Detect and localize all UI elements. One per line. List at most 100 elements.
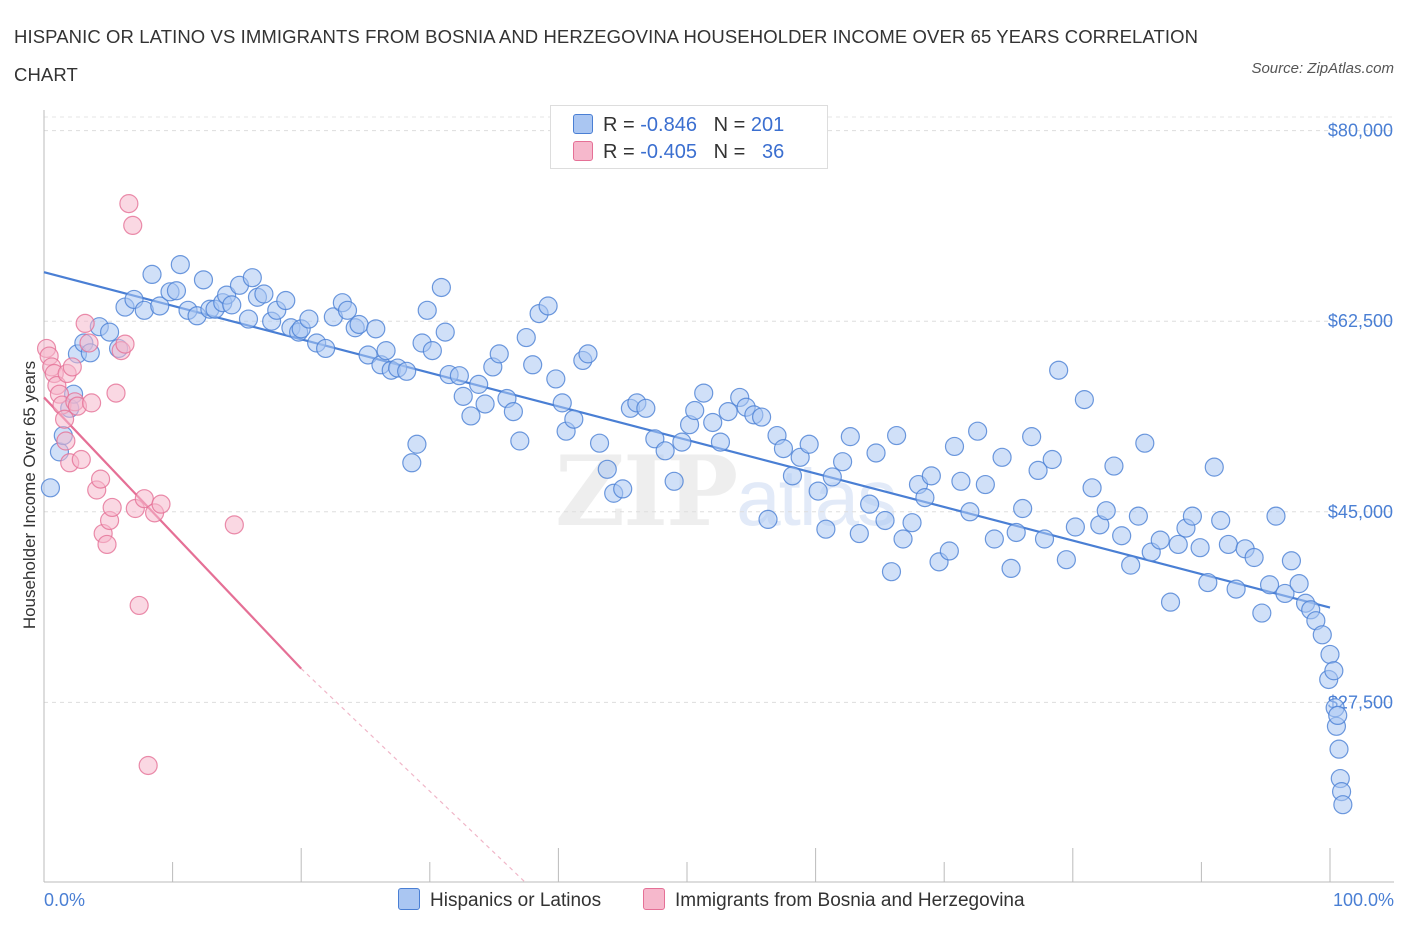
data-point (1333, 795, 1353, 815)
bosnia-swatch (573, 141, 593, 161)
stats-legend-row-bosnia: R = -0.405 N = 36 (573, 141, 784, 165)
r-label: R = (603, 114, 635, 136)
data-point (1204, 457, 1224, 477)
data-point (703, 412, 723, 433)
legend-hispanic-label: Hispanics or Latinos (430, 890, 602, 911)
data-points (36, 194, 1353, 815)
data-point (1013, 498, 1033, 519)
series-bosnia-points (36, 194, 244, 776)
data-point (138, 755, 158, 776)
data-point (119, 194, 139, 214)
data-point (875, 510, 895, 531)
data-point (1218, 534, 1239, 555)
data-point (1160, 592, 1181, 612)
y-tick-label: $45,000 (1328, 502, 1393, 522)
data-point (151, 494, 171, 514)
y-tick-label: $62,500 (1328, 311, 1393, 331)
data-point (316, 338, 336, 359)
data-point (397, 361, 417, 381)
data-point (449, 366, 469, 386)
data-point (968, 421, 988, 441)
data-point (694, 383, 714, 403)
data-point (170, 255, 190, 275)
data-point (1211, 510, 1231, 531)
data-point (79, 333, 99, 353)
data-point (672, 432, 692, 452)
data-point (366, 319, 386, 339)
data-point (106, 383, 126, 403)
n-value: 36 (762, 141, 785, 163)
data-point (90, 469, 111, 489)
data-point (773, 439, 794, 459)
data-point (992, 447, 1012, 467)
hispanic-swatch (573, 114, 593, 134)
data-point (1022, 427, 1042, 447)
data-point (75, 313, 95, 333)
data-point (224, 515, 244, 535)
data-point (538, 296, 558, 316)
data-point (960, 502, 980, 522)
data-point (81, 393, 102, 413)
data-point (1074, 390, 1094, 410)
data-point (1259, 575, 1280, 595)
data-point (1128, 506, 1148, 526)
data-point (951, 471, 971, 491)
data-point (1182, 506, 1202, 526)
data-point (833, 452, 853, 472)
y-tick-label: $80,000 (1328, 121, 1393, 141)
data-point (56, 431, 76, 451)
data-point (636, 398, 656, 418)
data-point (816, 519, 836, 539)
data-point (503, 402, 523, 422)
data-point (849, 523, 869, 544)
data-point (1168, 534, 1188, 555)
legend-bosnia-label: Immigrants from Bosnia and Herzegovina (675, 890, 1025, 911)
series-hispanic-points (40, 255, 1353, 815)
data-point (710, 432, 731, 452)
data-point (254, 284, 274, 304)
legend-item-hispanic: Hispanics or Latinos (398, 888, 601, 912)
data-point (860, 494, 880, 514)
data-point (222, 295, 242, 315)
data-point (1329, 739, 1349, 759)
data-point (435, 322, 455, 342)
r-value: -0.405 (640, 141, 697, 163)
data-point (337, 300, 358, 320)
data-point (1135, 433, 1155, 453)
data-point (489, 344, 509, 364)
data-point (589, 433, 610, 453)
data-point (1056, 550, 1076, 570)
y-axis-label: Householder Income Over 65 years (20, 360, 39, 630)
data-point (718, 402, 738, 422)
data-point (1190, 538, 1210, 558)
data-point (751, 407, 772, 427)
trend-line-bosnia-extension (300, 668, 526, 883)
chart-title: HISPANIC OR LATINO VS IMMIGRANTS FROM BO… (14, 26, 1199, 85)
data-point (62, 357, 82, 377)
trend-lines (43, 271, 1331, 883)
data-point (758, 509, 778, 530)
legend-item-bosnia: Immigrants from Bosnia and Herzegovina (643, 888, 1025, 912)
n-label: N = (713, 114, 746, 136)
data-point (97, 534, 117, 555)
data-point (238, 309, 259, 329)
data-point (790, 447, 810, 467)
data-point (782, 466, 803, 486)
data-point (1082, 478, 1102, 498)
r-value: -0.846 (640, 114, 697, 136)
data-point (475, 394, 495, 414)
data-point (822, 467, 842, 487)
data-point (422, 341, 442, 361)
data-point (881, 562, 902, 582)
data-point (1281, 551, 1302, 571)
data-point (193, 270, 214, 290)
data-point (808, 481, 828, 501)
data-point (1324, 661, 1344, 681)
data-point (1042, 449, 1062, 470)
data-point (349, 314, 369, 335)
data-point (1096, 501, 1116, 521)
data-point (461, 406, 481, 426)
data-point (887, 425, 907, 446)
data-point (840, 427, 860, 447)
data-point (40, 478, 61, 498)
